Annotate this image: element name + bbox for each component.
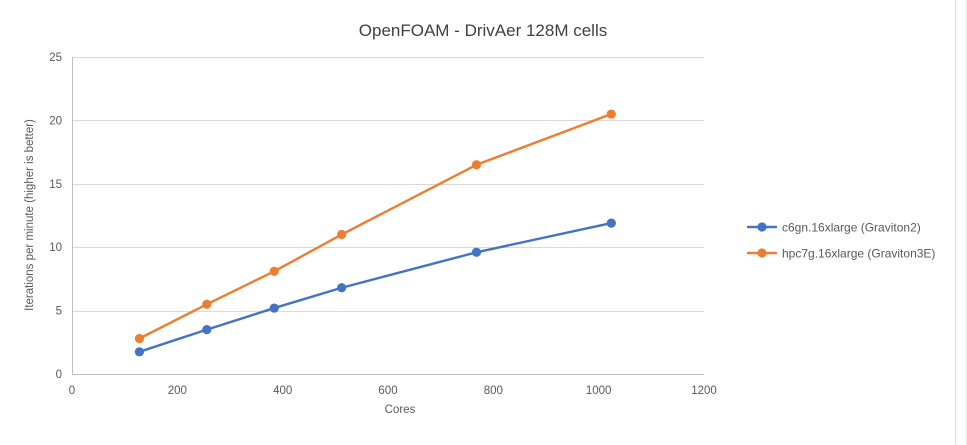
x-tick-label: 1200 (691, 385, 717, 397)
data-point-marker (134, 333, 145, 344)
data-point-marker (606, 109, 616, 119)
x-tick-label: 200 (168, 385, 187, 397)
data-point-marker (202, 299, 212, 309)
data-point-marker (269, 266, 279, 276)
x-tick-label: 400 (273, 385, 292, 397)
legend-item[interactable]: c6gn.16xlarge (Graviton2) (746, 221, 921, 235)
data-point-marker (337, 229, 347, 240)
legend-item[interactable]: hpc7g.16xlarge (Graviton3E) (746, 247, 935, 261)
y-axis-title: Iterations per minute (higher is better) (24, 119, 36, 311)
y-tick-label: 15 (49, 179, 62, 191)
series-line (138, 112, 613, 340)
data-point-marker (134, 347, 145, 357)
x-tick-label: 0 (69, 385, 75, 397)
legend: c6gn.16xlarge (Graviton2) hpc7g.16xlarge … (746, 221, 935, 261)
data-point-marker (606, 218, 616, 228)
data-series (134, 109, 616, 357)
chart-title: OpenFOAM - DrivAer 128M cells (359, 21, 607, 40)
x-tick-label: 1000 (586, 385, 612, 397)
data-point-marker (202, 325, 212, 335)
data-point-marker (471, 247, 482, 257)
series-0 (134, 218, 616, 357)
series-1 (134, 109, 616, 344)
gridlines (72, 57, 704, 312)
data-point-marker (471, 160, 482, 170)
data-point-marker (269, 303, 279, 313)
panel-divider (955, 0, 956, 445)
x-tick-label: 600 (378, 385, 397, 397)
y-tick-label: 25 (49, 52, 62, 64)
y-tick-label: 0 (56, 369, 62, 381)
legend-marker-icon (757, 222, 767, 232)
legend-label: hpc7g.16xlarge (Graviton3E) (782, 247, 935, 261)
y-tick-label: 20 (49, 115, 62, 127)
data-point-marker (337, 283, 347, 293)
x-axis-title: Cores (385, 404, 416, 416)
legend-label: c6gn.16xlarge (Graviton2) (782, 221, 921, 235)
x-axis-tick-labels: 0 200 400 600 800 1000 1200 (69, 385, 717, 397)
y-tick-label: 5 (56, 306, 62, 318)
y-axis-tick-labels: 0 5 10 15 20 25 (49, 52, 62, 381)
x-tick-label: 800 (484, 385, 503, 397)
series-line (138, 221, 613, 354)
y-tick-label: 10 (49, 242, 62, 254)
legend-marker-icon (757, 248, 767, 258)
